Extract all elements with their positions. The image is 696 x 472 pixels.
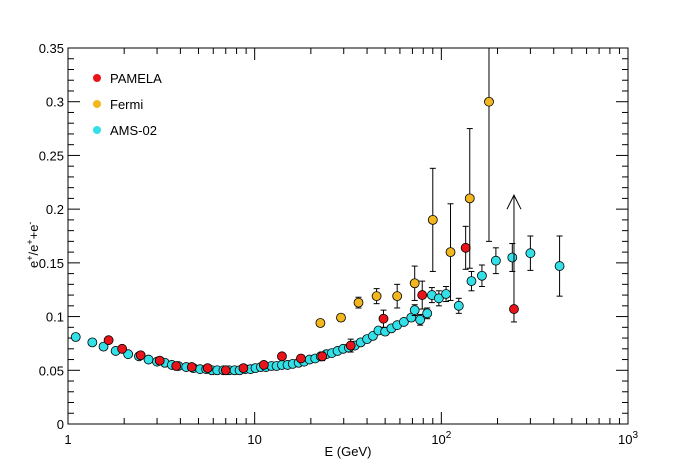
- data-point-pamela: [460, 242, 471, 253]
- data-point-ams02: [87, 337, 98, 348]
- data-point-pamela: [238, 363, 249, 374]
- data-point-pamela: [509, 304, 519, 314]
- data-point-ams02: [98, 341, 109, 352]
- data-point-pamela: [117, 343, 128, 354]
- data-point-pamela: [258, 360, 269, 370]
- data-point-fermi: [409, 278, 420, 289]
- data-point-pamela: [135, 350, 146, 361]
- legend-label-ams02: AMS-02: [110, 123, 157, 138]
- y-axis-title: e+/e++e-: [25, 222, 41, 268]
- data-point-fermi: [371, 291, 382, 302]
- axes: 0 0.05 0.1 0.15 0.2 0.25 0.3 0.35 1 10 102 103: [39, 41, 639, 447]
- data-point-ams02: [398, 317, 409, 327]
- y-tick-label: 0.25: [39, 148, 64, 163]
- legend-marker-ams02: [93, 126, 101, 134]
- data-point-fermi: [464, 193, 475, 204]
- plot-border: [67, 47, 629, 425]
- data-point-ams02: [477, 270, 487, 281]
- data-point-fermi: [315, 318, 326, 328]
- data-point-pamela: [417, 290, 428, 300]
- data-point-pamela: [317, 351, 328, 362]
- data-point-ams02: [415, 314, 426, 325]
- data-point-pamela: [220, 365, 231, 376]
- data-point-ams02: [490, 255, 501, 266]
- data-point-ams02: [422, 308, 433, 319]
- data-point-ams02: [507, 252, 518, 263]
- data-point-ams02: [525, 248, 536, 259]
- data-point-ams02: [409, 305, 420, 316]
- data-point-pamela: [296, 353, 306, 364]
- data-point-pamela: [171, 361, 182, 371]
- legend-label-fermi: Fermi: [110, 97, 143, 112]
- x-axis-title: E (GeV): [325, 444, 372, 459]
- data-point-ams02: [554, 261, 565, 271]
- limit-arrowhead-pamela: [506, 194, 522, 210]
- y-tick-label: 0.1: [46, 310, 64, 325]
- data-point-pamela: [154, 355, 165, 366]
- data-point-fermi: [353, 297, 364, 308]
- y-tick-label: 0.05: [39, 363, 64, 378]
- y-tick-label: 0.15: [39, 256, 64, 271]
- legend: PAMELA Fermi AMS-02: [93, 71, 162, 138]
- data-point-fermi: [392, 291, 403, 302]
- data-point-fermi: [336, 312, 346, 323]
- legend-marker-pamela: [93, 74, 101, 82]
- data-point-pamela: [202, 363, 213, 374]
- y-tick-label: 0: [57, 417, 64, 432]
- legend-label-pamela: PAMELA: [110, 71, 162, 86]
- data-point-fermi: [427, 214, 438, 225]
- y-tick-label: 0.2: [46, 202, 64, 217]
- data-point-fermi: [484, 96, 494, 107]
- x-tick-label: 103: [618, 430, 638, 447]
- y-tick-label: 0.3: [46, 95, 64, 110]
- data-marks: [70, 48, 565, 376]
- data-point-ams02: [433, 293, 444, 304]
- x-tick-label: 102: [431, 430, 451, 447]
- data-point-pamela: [345, 340, 356, 351]
- data-point-fermi: [445, 247, 456, 258]
- data-point-pamela: [378, 313, 389, 324]
- legend-marker-fermi: [93, 100, 101, 108]
- y-tick-label: 0.35: [39, 41, 64, 56]
- data-point-ams02: [441, 289, 451, 299]
- plot-frame: [67, 47, 629, 425]
- data-point-pamela: [277, 351, 287, 362]
- data-point-ams02: [466, 276, 477, 287]
- data-point-ams02: [453, 300, 464, 311]
- x-tick-label: 10: [247, 432, 261, 447]
- data-point-pamela: [186, 362, 197, 372]
- data-point-ams02: [70, 332, 81, 342]
- x-tick-label: 1: [64, 432, 71, 447]
- data-point-pamela: [103, 335, 114, 346]
